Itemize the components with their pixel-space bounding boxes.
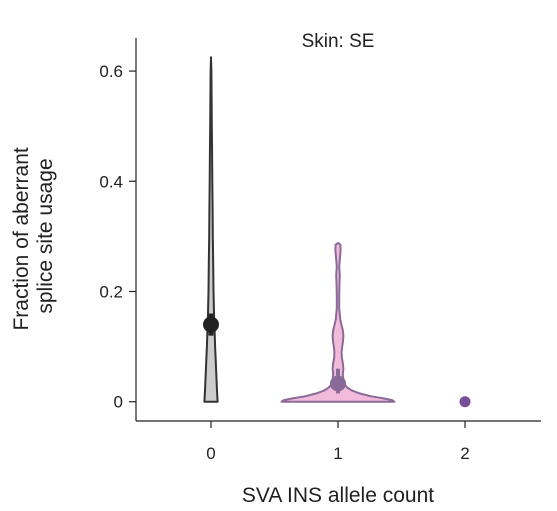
violin-mean-point bbox=[203, 316, 219, 333]
y-axis-title-line: Fraction of aberrant bbox=[10, 147, 33, 330]
violin-body bbox=[280, 242, 396, 403]
chart-title: Skin: SE bbox=[302, 31, 375, 52]
y-tick-label: 0.6 bbox=[99, 62, 123, 81]
y-tick-label: 0.2 bbox=[99, 282, 123, 301]
x-tick-label: 0 bbox=[206, 444, 215, 463]
x-axis-title: SVA INS allele count bbox=[242, 484, 434, 507]
x-tick-label: 1 bbox=[333, 444, 342, 463]
x-tick-label: 2 bbox=[460, 444, 469, 463]
axes: 0 0.2 0.4 0.6 0 1 2 bbox=[99, 38, 541, 463]
violin-body bbox=[203, 56, 219, 403]
violin-mean-point bbox=[459, 396, 471, 408]
y-tick-label: 0 bbox=[114, 393, 123, 412]
y-axis-title: Fraction of aberrant splice site usage bbox=[10, 141, 57, 330]
violins bbox=[203, 56, 471, 408]
y-tick-label: 0.4 bbox=[99, 172, 123, 191]
y-axis-title-line: splice site usage bbox=[34, 158, 57, 313]
violin-mean-point bbox=[330, 375, 346, 392]
